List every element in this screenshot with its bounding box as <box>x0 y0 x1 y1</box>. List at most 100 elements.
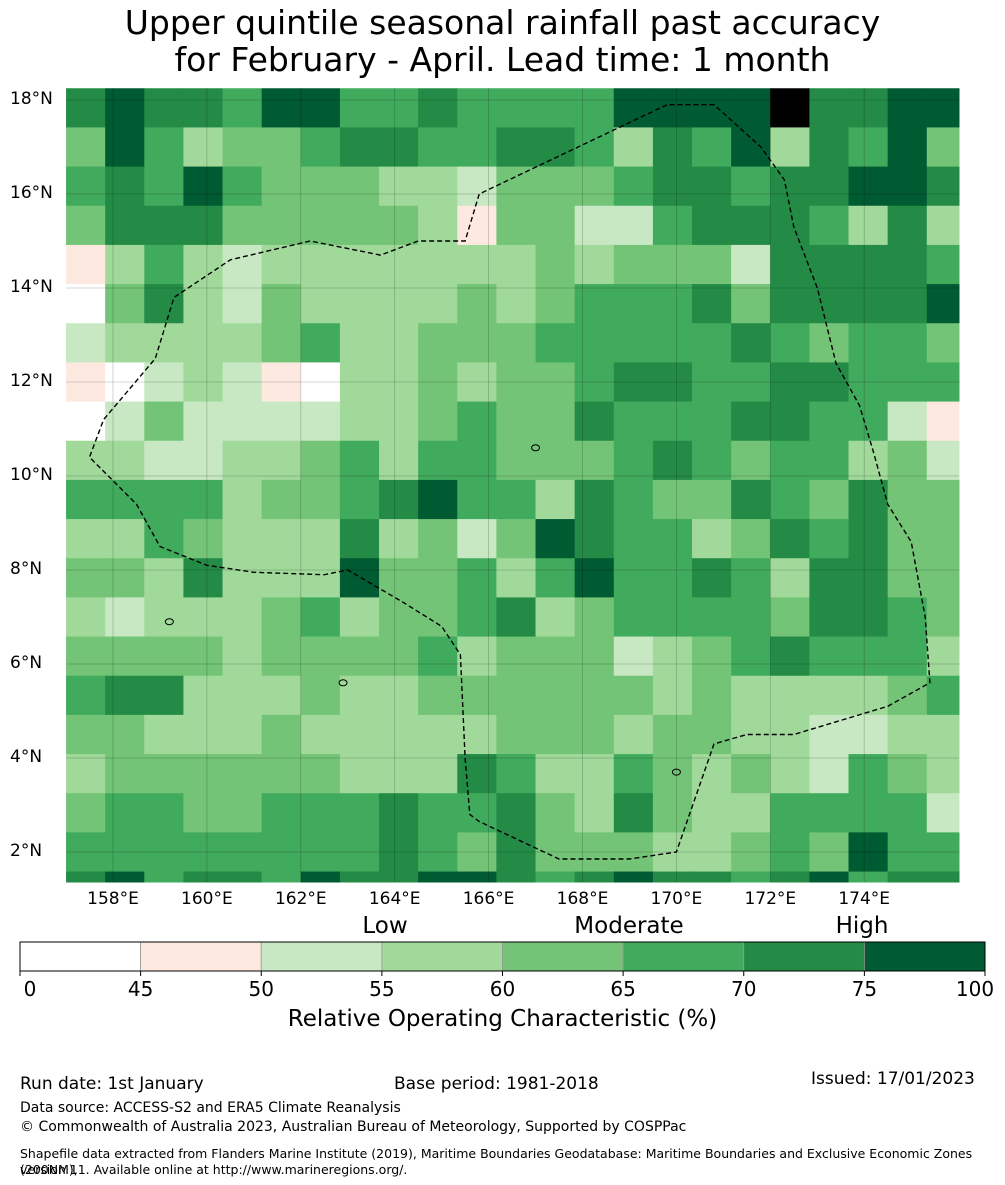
colorbar-segment <box>863 941 986 972</box>
grid-cell <box>692 519 732 559</box>
grid-cell <box>652 166 693 207</box>
grid-cell <box>66 323 106 363</box>
copyright-notice: © Commonwealth of Australia 2023, Austra… <box>20 1119 687 1135</box>
data-source: Data source: ACCESS-S2 and ERA5 Climate … <box>20 1100 401 1116</box>
grid-cell <box>261 793 302 833</box>
grid-cell <box>379 323 419 363</box>
grid-cell <box>770 675 810 716</box>
grid-cell <box>339 675 380 716</box>
grid-cell <box>926 714 960 755</box>
grid-cell <box>66 636 106 677</box>
grid-cell <box>300 832 341 873</box>
grid-cell <box>496 832 537 873</box>
grid-cell <box>496 440 537 481</box>
grid-cell <box>105 754 145 794</box>
grid-cell <box>105 88 145 128</box>
grid-cell <box>535 714 576 755</box>
grid-cell <box>692 754 732 794</box>
grid-cell <box>731 754 771 794</box>
grid-cell <box>809 479 850 520</box>
grid-cell <box>926 636 960 677</box>
grid-cell <box>574 675 615 716</box>
grid-cell <box>770 244 810 285</box>
grid-cell <box>692 597 732 638</box>
grid-cell <box>613 440 654 481</box>
grid-cell <box>66 88 106 128</box>
grid-cell <box>613 323 654 363</box>
grid-cell <box>574 714 615 755</box>
grid-cell <box>66 675 106 716</box>
grid-cell <box>379 205 419 246</box>
grid-cell <box>926 244 960 285</box>
grid-cell <box>692 440 732 481</box>
grid-cell <box>144 675 184 716</box>
grid-cell <box>66 440 106 481</box>
grid-cell <box>574 479 615 520</box>
grid-cell <box>379 558 419 598</box>
grid-cell <box>457 88 497 128</box>
grid-cell <box>496 244 537 285</box>
grid-cell <box>222 323 263 363</box>
grid-cell <box>300 362 341 403</box>
grid-cell <box>926 558 960 598</box>
grid-cell <box>379 440 419 481</box>
grid-cell <box>222 166 263 207</box>
grid-cell <box>731 519 771 559</box>
grid-cell <box>379 597 419 638</box>
grid-cell <box>692 675 732 716</box>
grid-cell <box>770 558 810 598</box>
grid-cell <box>379 675 419 716</box>
latitude-label: 10°N <box>10 465 53 485</box>
grid-cell <box>652 323 693 363</box>
grid-cell <box>144 362 184 403</box>
grid-cell <box>300 166 341 207</box>
grid-cell <box>809 284 850 324</box>
grid-cell <box>496 754 537 794</box>
grid-cell <box>183 440 224 481</box>
grid-cell <box>339 871 380 883</box>
grid-cell <box>887 244 928 285</box>
grid-cell <box>379 636 419 677</box>
grid-cell <box>652 597 693 638</box>
colorbar-segment <box>502 941 624 972</box>
grid-cell <box>379 714 419 755</box>
grid-cell <box>731 597 771 638</box>
grid-cell <box>535 88 576 128</box>
grid-cell <box>339 440 380 481</box>
grid-cell <box>926 401 960 442</box>
grid-cell <box>770 519 810 559</box>
grid-cell <box>496 88 537 128</box>
grid-cell <box>574 793 615 833</box>
grid-cell <box>418 558 458 598</box>
grid-cell <box>809 754 850 794</box>
grid-cell <box>731 832 771 873</box>
grid-cell <box>809 127 850 168</box>
grid-cell <box>222 636 263 677</box>
shapefile-credit-line1: Shapefile data extracted from Flanders M… <box>20 1146 973 1177</box>
grid-cell <box>731 166 771 207</box>
grid-cell <box>339 479 380 520</box>
grid-cell <box>183 284 224 324</box>
grid-cell <box>652 362 693 403</box>
grid-cell <box>613 401 654 442</box>
grid-cell <box>261 88 302 128</box>
grid-cell <box>535 166 576 207</box>
grid-cell <box>379 871 419 883</box>
grid-cell <box>183 597 224 638</box>
grid-cell <box>652 558 693 598</box>
grid-cell <box>692 362 732 403</box>
latitude-label: 12°N <box>10 371 53 391</box>
grid-cell <box>183 205 224 246</box>
grid-cell <box>731 401 771 442</box>
grid-cell <box>692 832 732 873</box>
grid-cell <box>926 597 960 638</box>
grid-cell <box>457 166 497 207</box>
grid-cell <box>692 793 732 833</box>
grid-cell <box>66 714 106 755</box>
grid-cell <box>261 166 302 207</box>
colorbar-segment <box>19 941 142 972</box>
grid-cell <box>183 323 224 363</box>
grid-cell <box>887 636 928 677</box>
grid-cell <box>66 205 106 246</box>
grid-cell <box>300 479 341 520</box>
